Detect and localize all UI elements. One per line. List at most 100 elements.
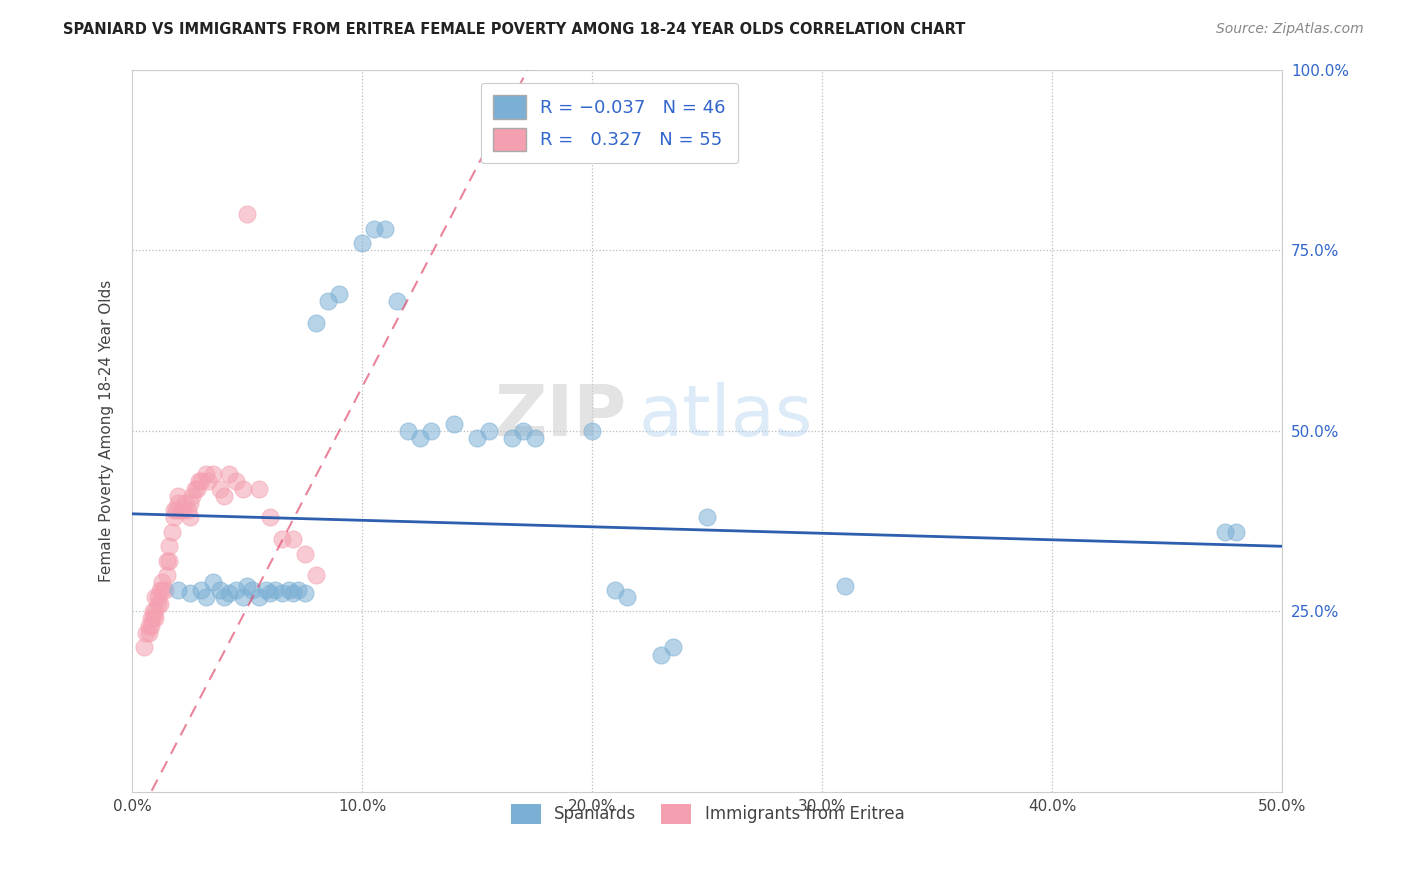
Point xyxy=(201,575,224,590)
Point xyxy=(374,222,396,236)
Point xyxy=(172,503,194,517)
Text: Source: ZipAtlas.com: Source: ZipAtlas.com xyxy=(1216,22,1364,37)
Point xyxy=(236,579,259,593)
Point xyxy=(277,582,299,597)
Text: ZIP: ZIP xyxy=(495,382,627,451)
Point xyxy=(208,582,231,597)
Point xyxy=(218,467,240,482)
Point xyxy=(385,293,408,308)
Point xyxy=(142,611,165,625)
Point xyxy=(254,582,277,597)
Point xyxy=(696,510,718,524)
Point xyxy=(352,236,374,251)
Point xyxy=(305,316,328,330)
Point xyxy=(153,582,176,597)
Point xyxy=(616,590,638,604)
Point xyxy=(149,597,172,611)
Point xyxy=(305,568,328,582)
Point xyxy=(174,496,197,510)
Point xyxy=(605,582,627,597)
Point xyxy=(201,467,224,482)
Point xyxy=(283,586,305,600)
Point xyxy=(142,604,165,618)
Point xyxy=(214,489,236,503)
Point xyxy=(179,586,201,600)
Point xyxy=(247,482,270,496)
Point xyxy=(287,582,309,597)
Point xyxy=(179,496,201,510)
Point xyxy=(294,586,316,600)
Point xyxy=(167,582,190,597)
Point xyxy=(409,431,432,445)
Point xyxy=(1225,524,1247,539)
Point xyxy=(225,582,247,597)
Point xyxy=(190,582,212,597)
Point xyxy=(163,503,186,517)
Y-axis label: Female Poverty Among 18-24 Year Olds: Female Poverty Among 18-24 Year Olds xyxy=(100,280,114,582)
Point xyxy=(1213,524,1236,539)
Legend: Spaniards, Immigrants from Eritrea: Spaniards, Immigrants from Eritrea xyxy=(503,797,911,830)
Point xyxy=(225,475,247,489)
Point xyxy=(157,554,180,568)
Point xyxy=(247,590,270,604)
Point xyxy=(156,554,179,568)
Point xyxy=(195,590,218,604)
Point xyxy=(170,503,193,517)
Point xyxy=(146,590,169,604)
Point xyxy=(271,586,294,600)
Point xyxy=(188,475,211,489)
Point xyxy=(662,640,685,655)
Point xyxy=(259,586,281,600)
Point xyxy=(176,503,198,517)
Point xyxy=(443,417,465,431)
Point xyxy=(139,611,162,625)
Point xyxy=(420,424,443,438)
Point xyxy=(236,207,259,221)
Point xyxy=(145,611,167,625)
Point xyxy=(139,618,162,632)
Point xyxy=(523,431,546,445)
Point xyxy=(264,582,287,597)
Point xyxy=(501,431,523,445)
Point xyxy=(190,475,212,489)
Point xyxy=(294,547,316,561)
Text: atlas: atlas xyxy=(638,382,813,451)
Point xyxy=(512,424,534,438)
Point xyxy=(183,482,205,496)
Point xyxy=(132,640,155,655)
Point xyxy=(328,286,350,301)
Point xyxy=(283,532,305,546)
Point xyxy=(150,582,173,597)
Point xyxy=(581,424,603,438)
Point xyxy=(363,222,385,236)
Point xyxy=(135,626,157,640)
Point xyxy=(195,467,218,482)
Point xyxy=(146,597,169,611)
Point xyxy=(834,579,856,593)
Point xyxy=(167,489,190,503)
Point xyxy=(271,532,294,546)
Point xyxy=(157,539,180,553)
Point xyxy=(232,482,254,496)
Point xyxy=(396,424,419,438)
Point xyxy=(138,618,160,632)
Point xyxy=(165,503,187,517)
Point xyxy=(156,568,179,582)
Point xyxy=(145,604,167,618)
Point xyxy=(167,496,190,510)
Point xyxy=(467,431,489,445)
Point xyxy=(650,648,672,662)
Point xyxy=(316,293,339,308)
Point xyxy=(240,582,263,597)
Point xyxy=(150,575,173,590)
Point xyxy=(181,489,204,503)
Point xyxy=(186,482,208,496)
Point xyxy=(478,424,501,438)
Point xyxy=(197,475,219,489)
Point xyxy=(232,590,254,604)
Point xyxy=(149,582,172,597)
Point xyxy=(138,626,160,640)
Point xyxy=(218,586,240,600)
Point xyxy=(179,510,201,524)
Point xyxy=(259,510,281,524)
